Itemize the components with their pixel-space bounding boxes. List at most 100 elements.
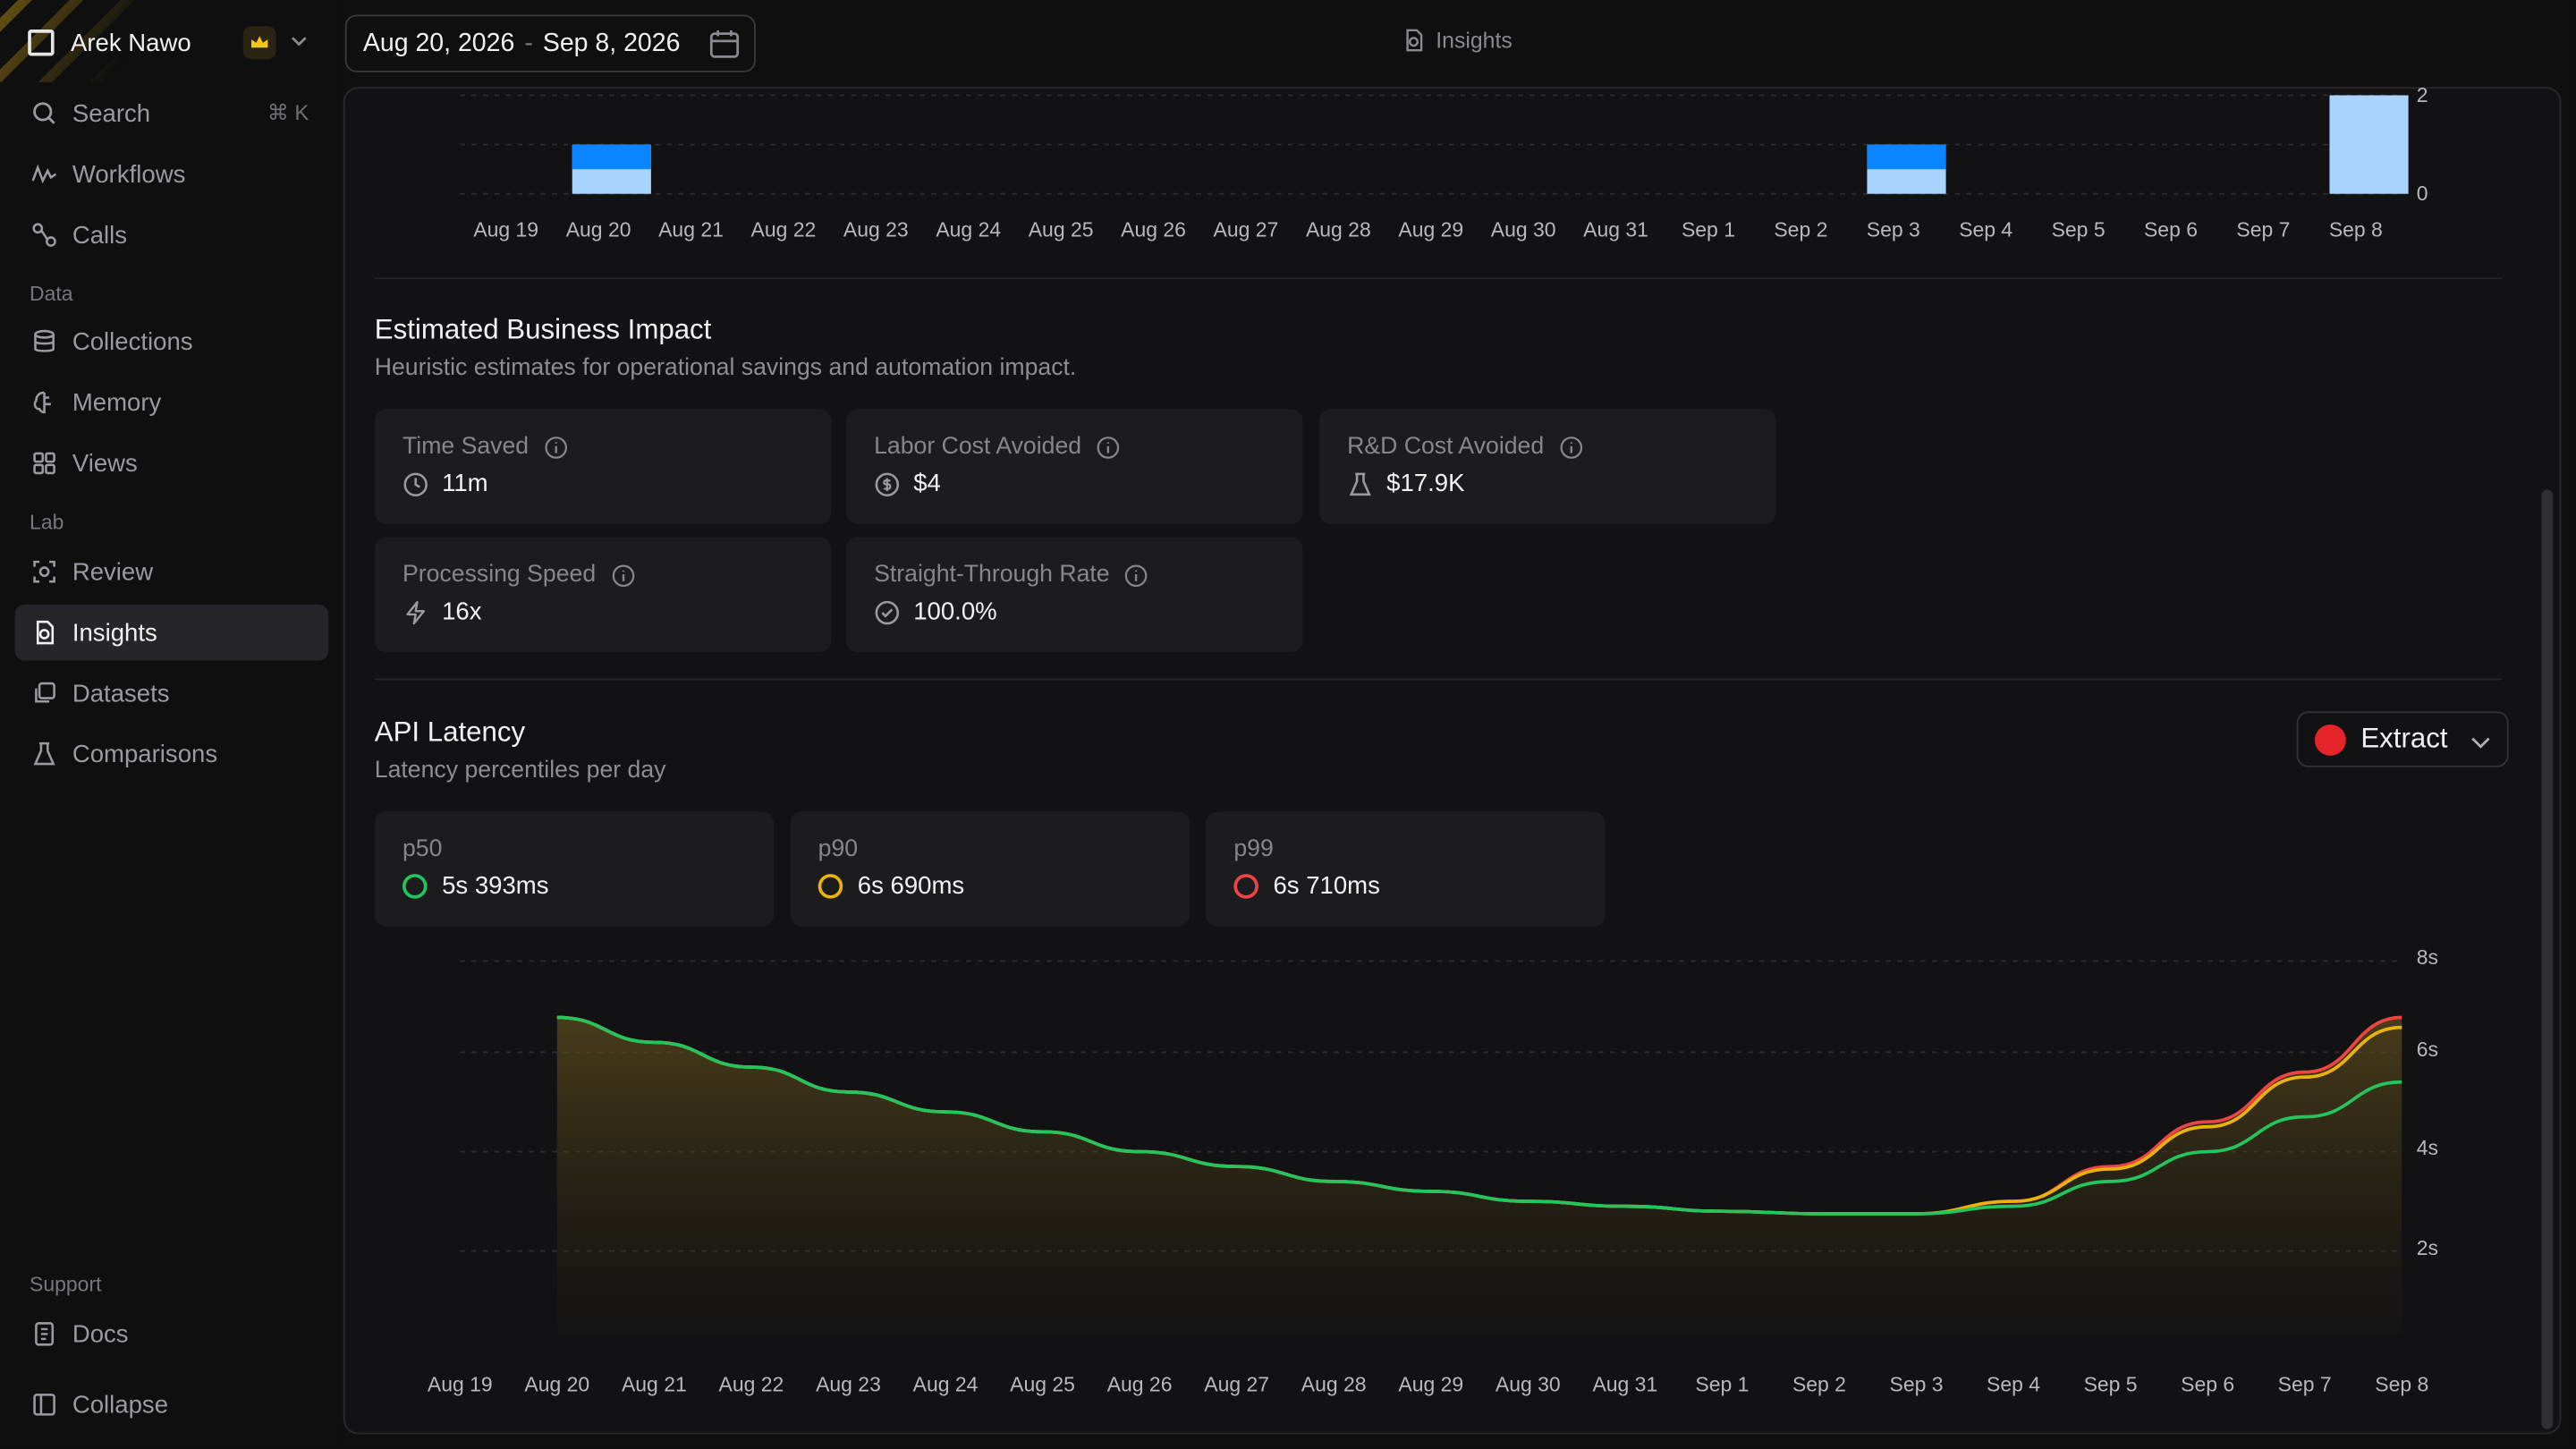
- breadcrumb-label: Insights: [1436, 28, 1513, 53]
- date-separator: -: [524, 29, 533, 57]
- clock-icon: [402, 470, 428, 496]
- brain-icon: [30, 388, 57, 416]
- bar-aug-20[interactable]: [572, 144, 651, 170]
- metric-label: R&D Cost Avoided: [1347, 433, 1545, 461]
- sidebar-item-review[interactable]: Review: [15, 544, 329, 599]
- sidebar-item-calls[interactable]: Calls: [15, 207, 329, 262]
- x-tick-label: Aug 21: [658, 218, 724, 242]
- percentile-value: 6s 710ms: [1273, 872, 1380, 901]
- sidebar-item-datasets[interactable]: Datasets: [15, 665, 329, 721]
- x-tick-label: Aug 21: [621, 1373, 687, 1397]
- sidebar-item-search[interactable]: Search ⌘ K: [15, 86, 329, 141]
- database-icon: [30, 327, 57, 355]
- sidebar-item-comparisons[interactable]: Comparisons: [15, 726, 329, 782]
- hazard-stripes-decoration: [0, 0, 231, 82]
- grid-icon: [30, 449, 57, 477]
- latency-card-p50: p50 5s 393ms: [374, 811, 775, 927]
- sidebar: Arek Nawo Search ⌘ K Workflows Calls Dat…: [0, 0, 343, 1449]
- sidebar-item-label: Comparisons: [72, 740, 218, 768]
- date-range-picker[interactable]: Aug 20, 2026 - Sep 8, 2026: [344, 14, 756, 72]
- info-icon[interactable]: [611, 563, 636, 588]
- workspace-switcher[interactable]: Arek Nawo: [28, 23, 191, 63]
- sidebar-item-label: Views: [72, 449, 138, 478]
- metric-card-processing-speed: Processing Speed 16x: [374, 537, 832, 653]
- y-tick-label: 4s: [2416, 1136, 2439, 1160]
- y-tick-label: 6s: [2416, 1037, 2439, 1061]
- metric-label: Straight-Through Rate: [874, 562, 1110, 589]
- insights-panel: [343, 87, 2562, 1435]
- sidebar-item-label: Calls: [72, 221, 128, 250]
- bar-chart: [460, 94, 2409, 195]
- sidebar-item-docs[interactable]: Docs: [15, 1306, 329, 1361]
- document-icon: [30, 1320, 57, 1348]
- review-icon: [30, 558, 57, 586]
- scrollbar[interactable]: [2541, 489, 2554, 1429]
- x-tick-label: Sep 4: [1987, 1373, 2041, 1397]
- sidebar-item-label: Docs: [72, 1319, 129, 1349]
- x-tick-label: Aug 31: [1583, 218, 1648, 242]
- workspace-name: Arek Nawo: [70, 29, 191, 57]
- info-icon[interactable]: [1559, 435, 1584, 460]
- sidebar-item-label: Search: [72, 99, 151, 128]
- sidebar-item-insights[interactable]: Insights: [14, 604, 329, 661]
- x-tick-label: Sep 1: [1681, 218, 1735, 242]
- latency-subtitle: Latency percentiles per day: [374, 757, 666, 784]
- p90-legend-dot: [818, 874, 843, 899]
- bar-sep-8[interactable]: [2329, 95, 2409, 194]
- sidebar-item-label: Memory: [72, 388, 162, 417]
- datasets-icon: [30, 679, 57, 707]
- x-tick-label: Aug 28: [1305, 218, 1371, 242]
- collapse-icon: [30, 1391, 57, 1419]
- insights-icon: [30, 619, 57, 647]
- info-icon[interactable]: [1097, 435, 1122, 460]
- sidebar-item-workflows[interactable]: Workflows: [15, 146, 329, 201]
- x-tick-label: Aug 27: [1204, 1373, 1270, 1397]
- x-tick-label: Sep 8: [2328, 218, 2383, 242]
- sidebar-item-views[interactable]: Views: [15, 436, 329, 491]
- chevron-down-icon[interactable]: [289, 31, 309, 51]
- x-tick-label: Aug 26: [1106, 1373, 1173, 1397]
- p99-legend-dot: [1233, 874, 1258, 899]
- sidebar-item-label: Datasets: [72, 679, 170, 708]
- metric-value: 16x: [442, 597, 482, 626]
- dropdown-value: Extract: [2360, 723, 2448, 755]
- metric-card-straight-through-rate: Straight-Through Rate 100.0%: [845, 537, 1303, 653]
- sidebar-item-label: Collapse: [72, 1390, 169, 1419]
- insights-icon: [1406, 29, 1423, 52]
- y-tick-label: 8s: [2416, 945, 2439, 970]
- bar-sep-3[interactable]: [1867, 144, 1946, 170]
- latency-card-p90: p90 6s 690ms: [790, 811, 1190, 927]
- sidebar-item-label: Insights: [72, 618, 157, 647]
- sidebar-item-memory[interactable]: Memory: [15, 375, 329, 430]
- sidebar-item-label: Collections: [72, 327, 193, 356]
- x-tick-label: Sep 5: [2083, 1373, 2138, 1397]
- x-tick-label: Aug 29: [1398, 1373, 1464, 1397]
- operation-dropdown[interactable]: Extract: [2296, 711, 2509, 767]
- sidebar-collapse-button[interactable]: Collapse: [15, 1377, 329, 1432]
- business-impact-title: Estimated Business Impact: [374, 313, 712, 345]
- x-tick-label: Sep 6: [2143, 218, 2199, 242]
- x-tick-label: Aug 24: [936, 218, 1002, 242]
- metric-label: Processing Speed: [402, 562, 597, 589]
- x-tick-label: Aug 26: [1121, 218, 1186, 242]
- workflow-icon: [30, 160, 57, 188]
- x-tick-label: Sep 4: [1959, 218, 2013, 242]
- x-tick-label: Sep 3: [1866, 218, 1920, 242]
- bolt-icon: [402, 598, 428, 624]
- search-icon: [30, 99, 57, 127]
- x-tick-label: Aug 31: [1592, 1373, 1658, 1397]
- x-tick-label: Aug 24: [912, 1373, 979, 1397]
- sidebar-item-collections[interactable]: Collections: [15, 314, 329, 369]
- metric-value: $4: [913, 470, 941, 498]
- x-tick-label: Sep 2: [1792, 1373, 1846, 1397]
- metric-label: Labor Cost Avoided: [874, 433, 1082, 461]
- crown-icon[interactable]: [242, 26, 276, 60]
- breadcrumb: Insights: [1402, 28, 1513, 53]
- info-icon[interactable]: [544, 435, 569, 460]
- section-divider: [374, 277, 2503, 280]
- x-tick-label: Sep 5: [2051, 218, 2106, 242]
- section-label-data: Data: [30, 282, 73, 306]
- chevron-down-icon: [2471, 737, 2490, 749]
- info-icon[interactable]: [1124, 563, 1149, 588]
- workspace-logo-icon: [28, 30, 55, 56]
